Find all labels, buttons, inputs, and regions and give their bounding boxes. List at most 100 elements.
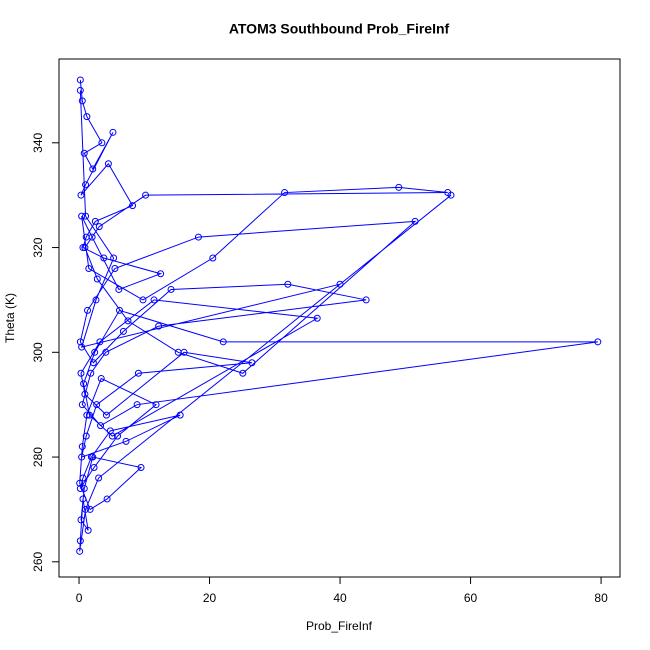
- data-point: [82, 181, 90, 189]
- data-point: [79, 474, 87, 482]
- data-point: [157, 270, 165, 278]
- chart-title: ATOM3 Southbound Prob_FireInf: [229, 21, 450, 37]
- data-point: [395, 183, 403, 191]
- data-point: [97, 374, 105, 382]
- data-point: [79, 244, 87, 252]
- data-point: [96, 338, 104, 346]
- data-point: [76, 86, 84, 94]
- data-point: [76, 76, 84, 84]
- data-point: [76, 479, 84, 487]
- data-point: [84, 526, 92, 534]
- y-tick-label: 280: [31, 447, 45, 467]
- data-point: [95, 474, 103, 482]
- data-point: [80, 380, 88, 388]
- data-point: [78, 97, 86, 105]
- data-point: [209, 254, 217, 262]
- data-point: [87, 369, 95, 377]
- data-point: [77, 369, 85, 377]
- data-point: [89, 165, 97, 173]
- data-point: [104, 160, 112, 168]
- data-point: [84, 306, 92, 314]
- data-point: [362, 296, 370, 304]
- data-point: [124, 317, 132, 325]
- data-point: [176, 411, 184, 419]
- data-point: [82, 505, 90, 513]
- y-tick-label: 260: [31, 551, 45, 571]
- data-point: [78, 401, 86, 409]
- x-tick-label: 60: [464, 591, 478, 605]
- data-point: [248, 359, 256, 367]
- data-point: [100, 254, 108, 262]
- data-point: [86, 505, 94, 513]
- data-point: [91, 348, 99, 356]
- y-tick-label: 300: [31, 342, 45, 362]
- data-point: [102, 348, 110, 356]
- data-point: [137, 464, 145, 472]
- data-point: [85, 265, 93, 273]
- data-point: [133, 401, 141, 409]
- data-point: [119, 327, 127, 335]
- y-axis-label: Theta (K): [3, 293, 17, 343]
- data-point: [77, 516, 85, 524]
- data-point: [92, 296, 100, 304]
- data-point: [336, 280, 344, 288]
- plot-frame: [58, 58, 621, 578]
- data-point: [89, 359, 97, 367]
- data-point: [152, 401, 160, 409]
- data-point: [447, 191, 455, 199]
- data-point: [91, 217, 99, 225]
- data-point: [122, 437, 130, 445]
- data-point: [79, 495, 87, 503]
- data-point: [80, 149, 88, 157]
- data-point: [78, 453, 86, 461]
- x-tick-label: 0: [76, 591, 83, 605]
- data-point: [81, 244, 89, 252]
- data-line: [79, 79, 598, 552]
- data-point: [219, 338, 227, 346]
- data-point: [78, 343, 86, 351]
- data-point: [85, 411, 93, 419]
- data-point: [82, 212, 90, 220]
- data-point: [76, 537, 84, 545]
- data-point: [411, 217, 419, 225]
- data-point: [83, 411, 91, 419]
- data-point: [80, 484, 88, 492]
- x-tick-label: 40: [333, 591, 347, 605]
- data-point: [76, 338, 84, 346]
- data-point: [281, 189, 289, 197]
- y-tick-label: 340: [31, 132, 45, 152]
- data-point: [167, 285, 175, 293]
- data-point: [77, 191, 85, 199]
- data-point: [106, 427, 114, 435]
- data-point: [239, 369, 247, 377]
- data-point: [78, 443, 86, 451]
- data-point: [88, 233, 96, 241]
- data-point: [109, 128, 117, 136]
- data-point: [81, 390, 89, 398]
- data-point: [83, 113, 91, 121]
- data-point: [93, 401, 101, 409]
- x-tick-label: 20: [203, 591, 217, 605]
- data-point: [134, 369, 142, 377]
- data-point: [89, 453, 97, 461]
- data-point: [98, 139, 106, 147]
- data-point: [114, 432, 122, 440]
- data-point: [76, 547, 84, 555]
- data-point: [313, 314, 321, 322]
- data-point: [129, 202, 137, 210]
- data-point: [115, 306, 123, 314]
- data-point: [76, 484, 84, 492]
- data-point: [180, 348, 188, 356]
- data-point: [103, 495, 111, 503]
- data-point: [594, 338, 602, 346]
- data-point: [139, 296, 147, 304]
- data-point: [110, 254, 118, 262]
- data-point: [150, 296, 158, 304]
- data-point: [111, 265, 119, 273]
- x-tick-label: 80: [594, 591, 608, 605]
- data-point: [78, 212, 86, 220]
- data-point: [115, 285, 123, 293]
- data-point: [90, 464, 98, 472]
- data-point: [82, 432, 90, 440]
